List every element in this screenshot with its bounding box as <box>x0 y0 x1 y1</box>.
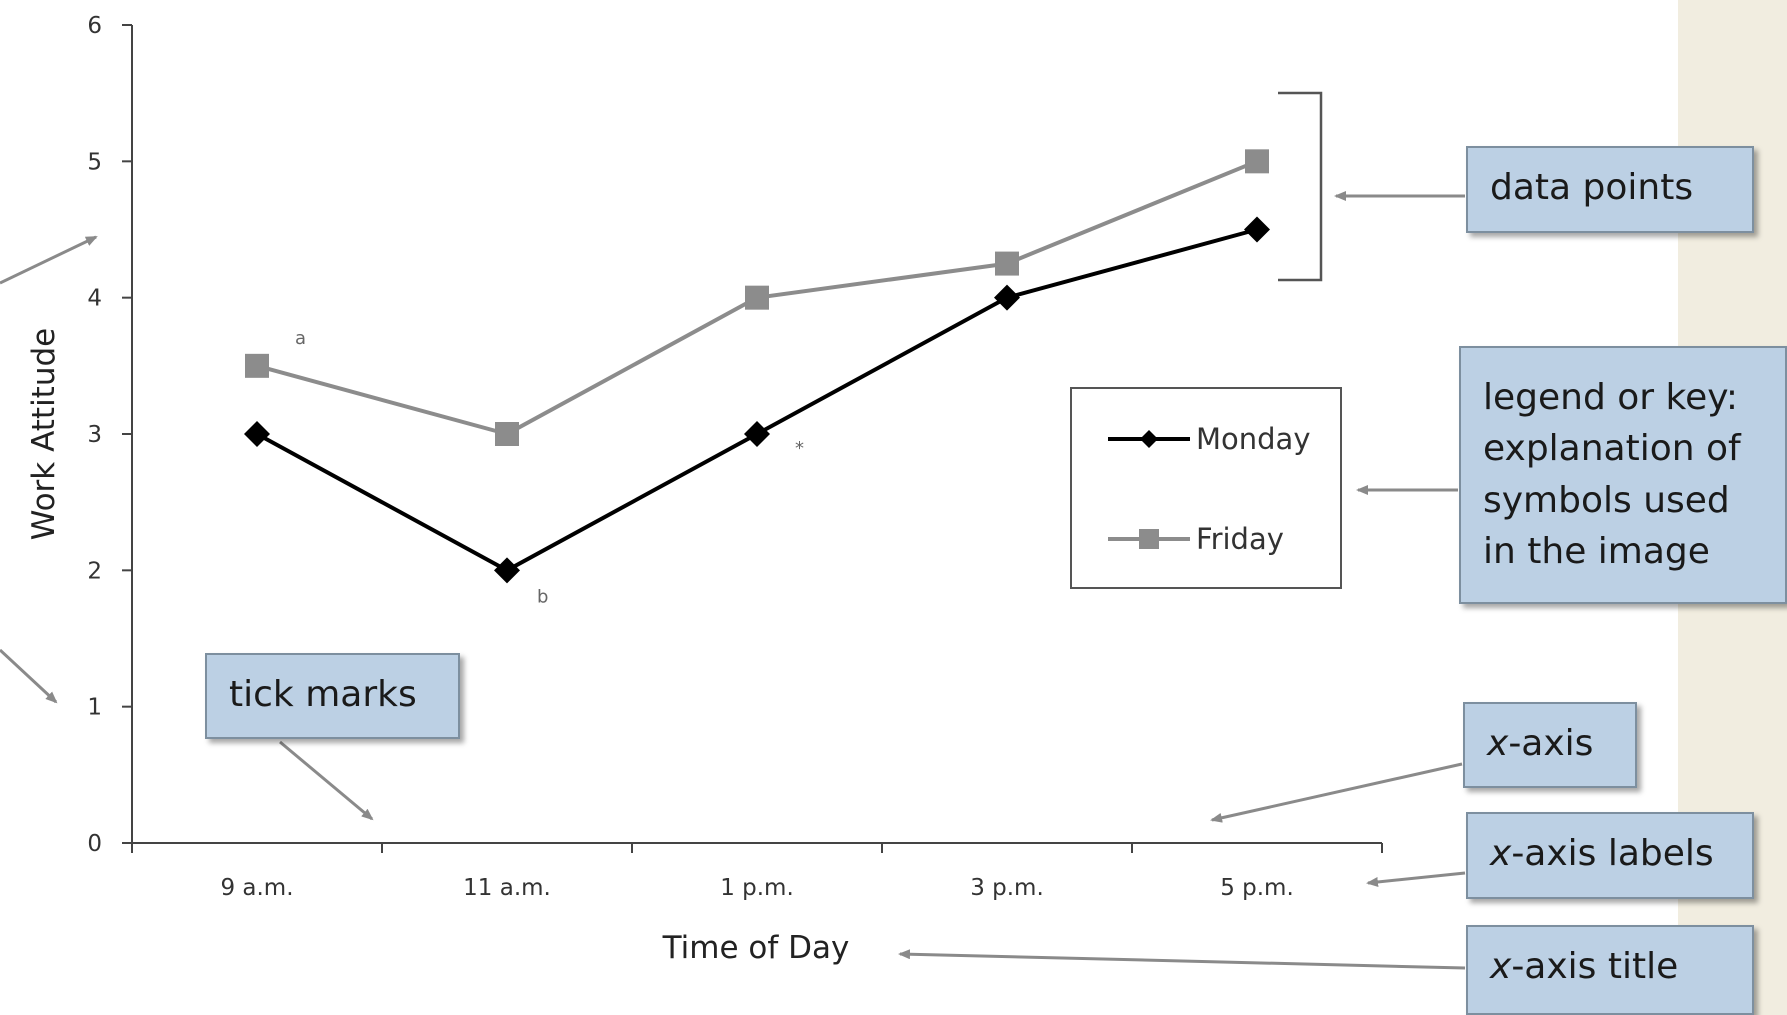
point-monday-1 <box>494 557 520 584</box>
y-tick-label-6: 6 <box>87 13 102 39</box>
x-tick-label-1: 11 a.m. <box>463 875 551 901</box>
point-friday-3 <box>995 251 1019 276</box>
callout-data-points: data points <box>1466 146 1754 233</box>
point-note-2: * <box>795 438 804 459</box>
point-monday-3 <box>994 284 1020 311</box>
callout-x-axis: x-axis <box>1463 702 1637 788</box>
point-friday-0 <box>245 353 269 378</box>
callout-tick-marks: tick marks <box>205 653 460 739</box>
legend-marker-friday <box>1139 529 1159 549</box>
y-tick-label-0: 0 <box>87 831 102 857</box>
arrow-x-axis-labels <box>1366 871 1466 887</box>
callout-legend: legend or key: explanation of symbols us… <box>1459 346 1787 604</box>
point-monday-2 <box>744 421 770 447</box>
point-monday-4 <box>1244 216 1270 243</box>
point-friday-2 <box>745 285 769 310</box>
arrow-offscreen-lower <box>0 648 58 704</box>
data-points-bracket <box>1278 91 1323 282</box>
x-tick-label-0: 9 a.m. <box>220 875 293 901</box>
callout-x-axis-title: x-axis title <box>1466 925 1754 1015</box>
point-friday-1 <box>495 422 519 446</box>
arrow-x-axis-title <box>898 949 1466 970</box>
point-note-1: b <box>537 586 548 607</box>
point-monday-0 <box>244 421 270 447</box>
y-tick-label-1: 1 <box>87 695 102 721</box>
legend-marker-monday <box>1140 430 1158 448</box>
y-tick-label-4: 4 <box>87 286 102 312</box>
y-axis-title: Work Attitude <box>26 328 62 541</box>
legend-box <box>1070 387 1342 589</box>
callout-x-axis-labels: x-axis labels <box>1466 812 1754 899</box>
point-note-0: a <box>295 328 306 349</box>
x-tick-label-4: 5 p.m. <box>1220 875 1294 901</box>
y-tick-label-2: 2 <box>87 558 102 584</box>
legend-label-monday: Monday <box>1196 422 1311 456</box>
arrow-offscreen-upper <box>0 235 98 285</box>
legend: Monday Friday <box>1070 387 1342 589</box>
y-tick-label-5: 5 <box>87 149 102 175</box>
x-tick-label-2: 1 p.m. <box>720 875 794 901</box>
point-friday-4 <box>1245 149 1269 174</box>
y-tick-label-3: 3 <box>87 422 102 448</box>
arrow-tick-marks <box>279 740 374 821</box>
x-tick-label-3: 3 p.m. <box>970 875 1044 901</box>
arrow-x-axis <box>1210 762 1463 823</box>
x-axis-title: Time of Day <box>662 930 850 966</box>
legend-label-friday: Friday <box>1196 522 1284 556</box>
